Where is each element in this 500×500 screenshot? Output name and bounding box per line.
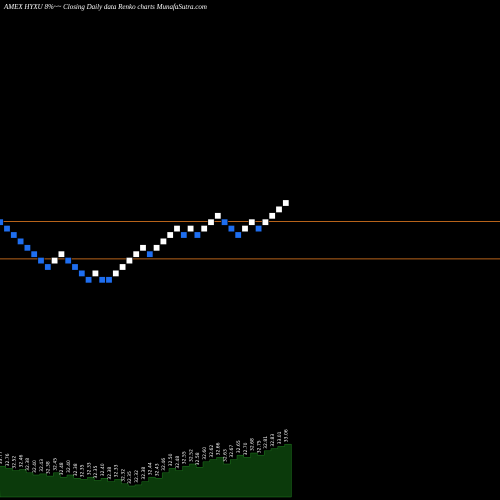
- price-label: 32.81: [263, 436, 269, 449]
- renko-brick-up: [57, 250, 65, 258]
- price-label: 32.33: [114, 464, 120, 477]
- price-label: 32.58: [195, 452, 201, 465]
- renko-brick-down: [227, 225, 235, 233]
- renko-brick-down: [180, 231, 188, 239]
- renko-brick-up: [200, 225, 208, 233]
- renko-brick-down: [146, 250, 154, 258]
- renko-brick-down: [78, 269, 86, 277]
- price-label: 32.43: [154, 463, 160, 476]
- price-label: 32.38: [46, 461, 52, 474]
- renko-brick-up: [268, 212, 276, 220]
- renko-brick-up: [275, 205, 283, 213]
- renko-brick-down: [10, 231, 18, 239]
- price-label: 32.40: [66, 460, 72, 473]
- renko-brick-down: [85, 276, 93, 284]
- volume-area: [0, 443, 292, 498]
- price-label: 32.50: [168, 453, 174, 466]
- renko-brick-up: [91, 269, 99, 277]
- renko-brick-up: [214, 212, 222, 220]
- renko-brick-down: [64, 257, 72, 265]
- renko-brick-down: [221, 218, 229, 226]
- renko-brick-up: [187, 225, 195, 233]
- price-label: 33.77: [0, 451, 4, 464]
- price-label: 32.55: [182, 451, 188, 464]
- price-label: 32.43: [39, 459, 45, 472]
- renko-brick-down: [23, 244, 31, 252]
- renko-brick-up: [173, 225, 181, 233]
- price-label: 32.83: [270, 434, 276, 447]
- renko-brick-up: [241, 225, 249, 233]
- renko-brick-up: [282, 199, 290, 207]
- price-label: 32.38: [141, 467, 147, 480]
- price-label: 32.63: [222, 449, 228, 462]
- renko-brick-up: [166, 231, 174, 239]
- price-label: 32.48: [59, 462, 65, 475]
- renko-brick-up: [139, 244, 147, 252]
- renko-brick-up: [132, 250, 140, 258]
- renko-brick-down: [255, 225, 263, 233]
- price-label: 32.32: [120, 469, 126, 482]
- renko-brick-up: [261, 218, 269, 226]
- price-label: 32.68: [250, 438, 256, 451]
- price-label: 32.67: [229, 445, 235, 458]
- renko-brick-down: [37, 257, 45, 265]
- price-label: 32.45: [52, 458, 58, 471]
- price-label: 32.40: [32, 460, 38, 473]
- renko-brick-down: [44, 263, 52, 271]
- price-label: 32.76: [5, 453, 11, 466]
- renko-brick-up: [207, 218, 215, 226]
- renko-brick-down: [193, 231, 201, 239]
- renko-brick-up: [112, 269, 120, 277]
- price-label: 32.35: [127, 471, 133, 484]
- price-label: 33.01: [277, 431, 283, 444]
- renko-brick-up: [153, 244, 161, 252]
- price-label: 32.48: [175, 456, 181, 469]
- price-label: 32.52: [188, 449, 194, 462]
- renko-brick-up: [51, 257, 59, 265]
- price-label: 32.35: [93, 465, 99, 478]
- price-labels: 33.77 32.76 32.52 32.46 32.38 32.40 32.43 32.38…: [0, 429, 290, 484]
- price-label: 32.46: [18, 454, 24, 467]
- renko-bricks: [0, 199, 290, 284]
- renko-brick-down: [71, 263, 79, 271]
- renko-brick-down: [30, 250, 38, 258]
- price-label: 32.33: [86, 462, 92, 475]
- renko-brick-up: [159, 237, 167, 245]
- price-label: 32.70: [243, 442, 249, 455]
- renko-brick-up: [248, 218, 256, 226]
- price-label: 32.60: [202, 447, 208, 460]
- price-label: 32.35: [80, 464, 86, 477]
- renko-brick-down: [3, 225, 11, 233]
- renko-brick-up: [125, 257, 133, 265]
- price-label: 32.38: [107, 467, 113, 480]
- chart-title: AMEX HYXU 8%~~ Closing Daily data Renko …: [3, 3, 207, 11]
- renko-brick-down: [98, 276, 106, 284]
- volume-area-path: [0, 443, 292, 498]
- price-label: 32.44: [148, 462, 154, 475]
- price-label: 32.52: [12, 456, 18, 469]
- price-label: 32.38: [73, 463, 79, 476]
- price-label: 32.32: [134, 470, 140, 483]
- price-label: 32.40: [100, 463, 106, 476]
- renko-brick-up: [119, 263, 127, 271]
- price-label: 32.62: [209, 445, 215, 458]
- renko-brick-down: [17, 237, 25, 245]
- price-label: 32.46: [161, 458, 167, 471]
- price-label: 32.66: [216, 442, 222, 455]
- renko-brick-down: [234, 231, 242, 239]
- renko-brick-down: [105, 276, 113, 284]
- price-label: 32.38: [25, 458, 31, 471]
- price-label: 33.06: [284, 429, 290, 442]
- price-label: 32.75: [256, 440, 262, 453]
- price-label: 32.65: [236, 440, 242, 453]
- renko-brick-down: [0, 218, 4, 226]
